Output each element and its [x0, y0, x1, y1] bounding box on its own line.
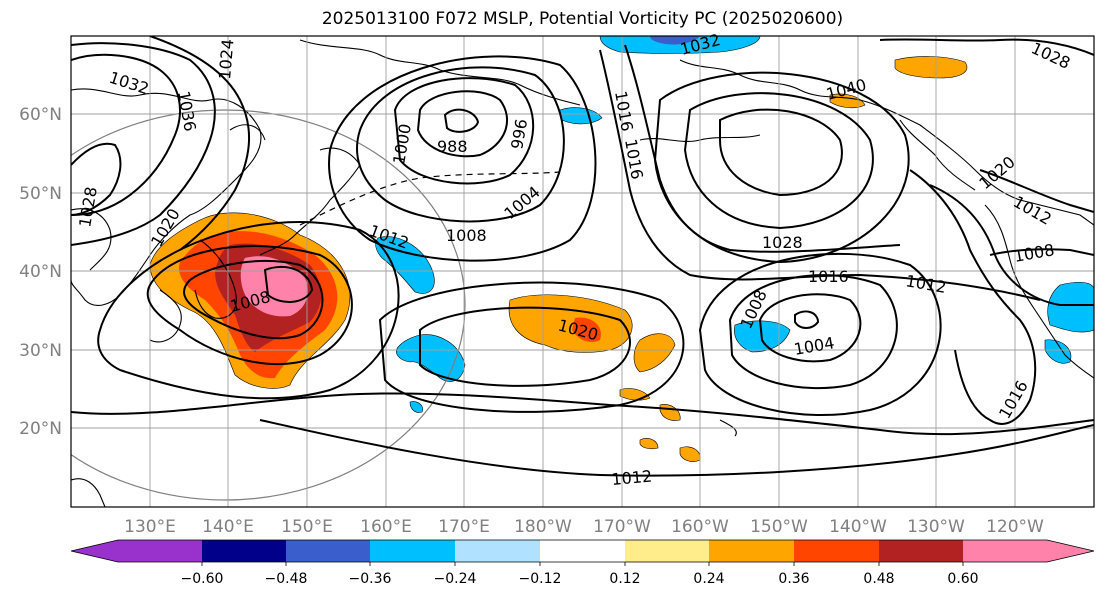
colorbar-tick-label: 0.48 — [863, 571, 894, 587]
colorbar-swatch — [625, 540, 709, 562]
colorbar-swatch — [71, 540, 202, 562]
colorbar-tick-label: 0.12 — [609, 571, 640, 587]
lat-label: 20°N — [19, 419, 62, 439]
isobar-label: 988 — [437, 137, 468, 156]
colorbar-tick-label: −0.12 — [519, 571, 562, 587]
lon-label: 150°W — [750, 517, 808, 537]
coastlines — [71, 39, 1094, 507]
colorbar-swatch — [963, 540, 1094, 562]
colorbar: −0.60 −0.48 −0.36 −0.24 −0.12 0.12 0.24 … — [70, 539, 1095, 587]
pv-shading-negative — [375, 36, 1094, 413]
lon-label: 170°W — [593, 517, 651, 537]
colorbar-tick-label: 0.36 — [778, 571, 809, 587]
lat-label: 50°N — [19, 184, 62, 204]
colorbar-tick-label: −0.36 — [349, 571, 392, 587]
lat-label: 60°N — [19, 105, 62, 125]
isobars — [71, 36, 1094, 477]
latitude-labels: 60°N 50°N 40°N 30°N 20°N — [19, 105, 62, 439]
lon-label: 160°E — [360, 517, 412, 537]
lat-label: 30°N — [19, 341, 62, 361]
isobar-label: 1012 — [611, 467, 653, 489]
colorbar-swatch — [794, 540, 879, 562]
isobar-label: 1016 — [808, 267, 849, 286]
colorbar-swatch — [202, 540, 286, 562]
range-ring — [71, 109, 466, 501]
colorbar-swatch — [879, 540, 963, 562]
lon-label: 180°W — [514, 517, 572, 537]
lon-label: 130°W — [907, 517, 965, 537]
colorbar-swatch — [286, 540, 370, 562]
map-frame — [70, 35, 1095, 508]
graticule — [71, 36, 1094, 507]
lat-label: 40°N — [19, 262, 62, 282]
longitude-labels: 130°E 140°E 150°E 160°E 170°E 180°W 170°… — [124, 517, 1044, 537]
isobar-label: 1024 — [215, 38, 237, 80]
colorbar-tick-label: −0.60 — [181, 571, 224, 587]
pv-shading-positive — [149, 56, 968, 462]
isobar-label: 1028 — [762, 233, 803, 252]
lon-label: 150°E — [281, 517, 333, 537]
colorbar-tick-label: −0.48 — [265, 571, 308, 587]
colorbar-swatch — [455, 540, 540, 562]
lon-label: 170°E — [438, 517, 490, 537]
lon-label: 130°E — [124, 517, 176, 537]
lon-label: 160°W — [671, 517, 729, 537]
colorbar-tick-label: −0.24 — [434, 571, 477, 587]
colorbar-tick-label: 0.60 — [947, 571, 978, 587]
isobar-label: 1008 — [446, 226, 487, 245]
lon-label: 140°W — [829, 517, 887, 537]
colorbar-outline — [70, 539, 1095, 563]
map-title: 2025013100 F072 MSLP, Potential Vorticit… — [321, 9, 844, 29]
colorbar-swatch — [540, 540, 625, 562]
lon-label: 120°W — [986, 517, 1044, 537]
lon-label: 140°E — [202, 517, 254, 537]
colorbar-swatch — [709, 540, 794, 562]
colorbar-swatch — [370, 540, 455, 562]
colorbar-tick-label: 0.24 — [693, 571, 724, 587]
